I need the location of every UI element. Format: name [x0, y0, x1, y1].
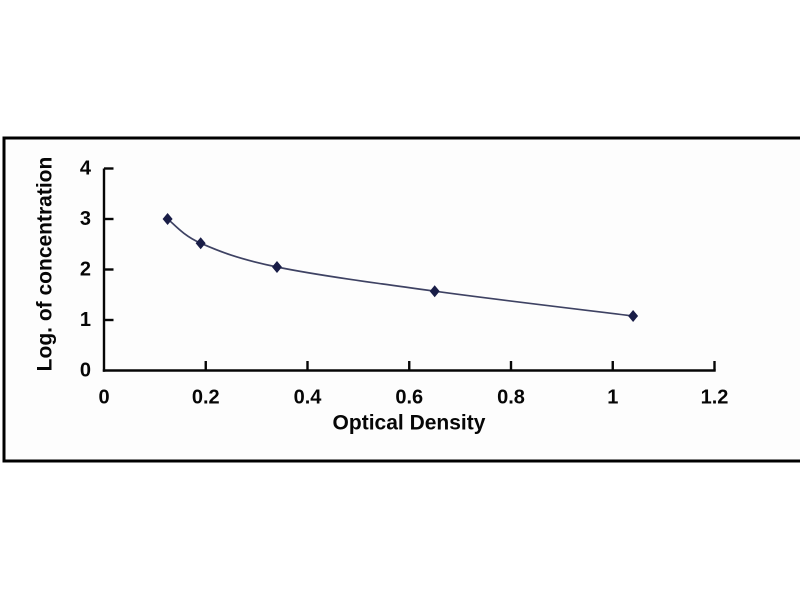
- x-tick-label: 1: [607, 387, 618, 409]
- y-tick-label: 4: [80, 158, 92, 180]
- y-axis-title: Log. of concentration: [34, 157, 57, 372]
- data-point-marker: [628, 309, 639, 322]
- y-tick-label: 3: [80, 208, 91, 230]
- data-point-marker: [429, 285, 440, 298]
- y-tick-label: 2: [80, 259, 91, 281]
- y-tick-label: 0: [80, 360, 91, 382]
- x-tick-label: 0: [98, 387, 109, 409]
- y-tick-label: 1: [80, 309, 91, 331]
- x-tick-label: 0.4: [294, 387, 323, 409]
- data-point-marker: [162, 213, 173, 225]
- x-tick-label: 0.6: [395, 387, 423, 409]
- x-tick-label: 0.2: [192, 387, 220, 409]
- x-tick-label: 0.8: [497, 387, 525, 409]
- plot-frame: [2, 136, 800, 463]
- data-point-marker: [271, 260, 282, 273]
- data-point-marker: [195, 237, 206, 250]
- x-tick-label: 1.2: [701, 387, 729, 409]
- x-axis-title: Optical Density: [333, 412, 486, 435]
